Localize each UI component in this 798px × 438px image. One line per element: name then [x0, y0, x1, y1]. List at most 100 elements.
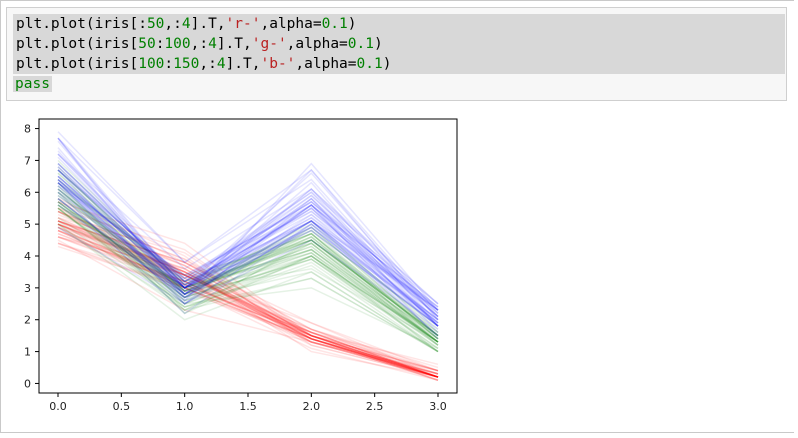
x-tick-label: 3.0 — [429, 400, 447, 413]
series-line — [57, 169, 439, 311]
series-line — [57, 242, 439, 378]
code-input-area[interactable]: plt.plot(iris[:50,:4].T,'r-',alpha=0.1) p… — [6, 7, 787, 101]
series-line — [57, 245, 439, 381]
series-line — [57, 223, 439, 378]
series-line — [57, 232, 439, 378]
series-line — [57, 223, 439, 366]
series-line — [57, 220, 439, 378]
series-line — [57, 191, 439, 353]
series-line — [57, 182, 439, 337]
series-line — [57, 223, 439, 353]
series-line — [57, 188, 439, 343]
code-token: 100 — [164, 36, 191, 52]
series-line — [57, 137, 439, 311]
code-token: plt.plot(iris[ — [16, 56, 139, 72]
x-tick-label: 0.0 — [49, 400, 67, 413]
series-line — [57, 210, 439, 372]
y-tick-label: 3 — [24, 282, 31, 295]
series-line — [57, 220, 439, 375]
series-line — [57, 201, 439, 343]
series-line — [57, 178, 439, 318]
series-line — [57, 182, 439, 308]
series-line — [57, 182, 439, 327]
series-line — [57, 236, 439, 378]
series-line — [57, 185, 439, 343]
series-line — [57, 198, 439, 353]
series-line — [57, 178, 439, 311]
code-editor[interactable]: plt.plot(iris[:50,:4].T,'r-',alpha=0.1) p… — [13, 14, 785, 98]
y-tick-label: 8 — [24, 123, 31, 136]
series-line — [57, 194, 439, 337]
series-line — [57, 194, 439, 327]
series-line — [57, 131, 439, 321]
series-line — [57, 229, 439, 381]
y-tick-label: 1 — [24, 346, 31, 359]
series-line — [57, 204, 439, 321]
series-line — [57, 178, 439, 314]
series-line — [57, 229, 439, 375]
code-token: ,: — [199, 56, 217, 72]
series-line — [57, 198, 439, 324]
series-line — [57, 198, 439, 346]
series-line — [57, 207, 439, 353]
series-line — [57, 175, 439, 337]
series-line — [57, 229, 439, 378]
series-line — [57, 137, 439, 311]
code-token: 'g-' — [251, 36, 287, 52]
code-token: ,alpha= — [260, 16, 322, 32]
series-line — [57, 220, 439, 378]
series-line — [57, 150, 439, 327]
series-line — [57, 188, 439, 327]
series-line — [57, 182, 439, 343]
code-token: ].T, — [216, 36, 252, 52]
series-line — [57, 217, 439, 340]
series-line — [57, 201, 439, 346]
series-line — [57, 207, 439, 343]
series-line — [57, 182, 439, 324]
y-tick-label: 6 — [24, 186, 31, 199]
series-line — [57, 163, 439, 337]
series-line — [57, 223, 439, 378]
y-axis: 0 1 2 3 4 5 6 7 8 — [24, 123, 39, 390]
series-line — [57, 207, 439, 346]
series-line — [57, 137, 439, 321]
series-line — [57, 172, 439, 340]
series-line — [57, 153, 439, 305]
series-line — [57, 232, 439, 378]
line-chart: 0.0 0.5 1.0 1.5 2.0 2.5 3.0 0 1 2 3 4 5 6 7 8 — [24, 118, 458, 413]
series-line — [57, 217, 439, 381]
series-line — [57, 182, 439, 327]
code-token: 'b-' — [260, 56, 296, 72]
series-line — [57, 242, 439, 378]
y-tick-label: 7 — [24, 154, 31, 167]
code-token: 0.1 — [321, 16, 348, 32]
code-token: ) — [373, 36, 383, 52]
code-token: 100 — [138, 56, 165, 72]
code-token: ,alpha= — [295, 56, 357, 72]
code-token: ].T, — [225, 56, 261, 72]
series-line — [57, 191, 439, 334]
code-line: pass — [13, 74, 785, 94]
series-line — [57, 229, 439, 378]
series-line — [57, 137, 439, 314]
code-token: : — [164, 56, 174, 72]
y-tick-label: 4 — [24, 250, 31, 263]
series-line — [57, 197, 439, 378]
code-token: 0.1 — [356, 56, 383, 72]
series-line — [57, 178, 439, 327]
series-line — [57, 169, 439, 337]
series-line — [57, 223, 439, 375]
series-line — [57, 236, 439, 375]
y-tick-label: 2 — [24, 314, 31, 327]
series-line — [57, 182, 439, 337]
series-line — [57, 163, 439, 311]
series-line — [57, 185, 439, 311]
series-line — [57, 191, 439, 334]
series-line — [57, 204, 439, 343]
code-line: plt.plot(iris[100:150,:4].T,'b-',alpha=0… — [13, 54, 785, 74]
series-line — [57, 178, 439, 337]
series-line — [57, 175, 439, 321]
series-line — [57, 223, 439, 378]
code-token: 4 — [208, 36, 217, 52]
series-line — [57, 188, 439, 346]
